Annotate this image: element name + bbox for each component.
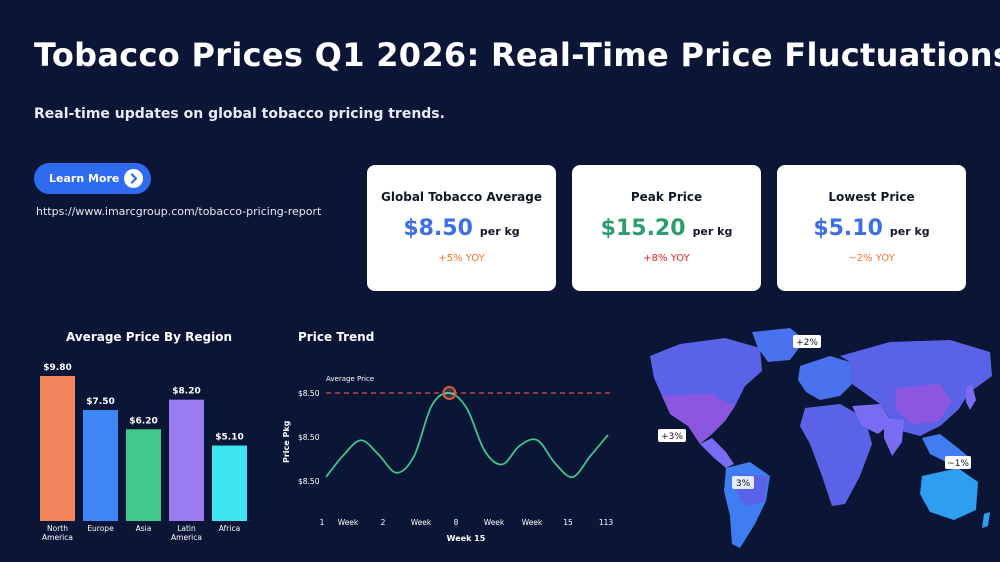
map-change-labels: +2% +3% 3% ~1% [658, 335, 971, 489]
bar-category-label: Latin [177, 524, 196, 533]
card-unit: per kg [479, 225, 520, 238]
map-label: +3% [658, 429, 686, 442]
y-tick-label: $8.50 [298, 389, 320, 398]
card-value: $15.20 [600, 216, 686, 241]
bar-value-label: $9.80 [43, 363, 71, 373]
bar [212, 445, 247, 521]
new-zealand-landmass [982, 512, 990, 528]
learn-more-button[interactable]: Learn More [34, 163, 151, 194]
bar-category-label: America [171, 533, 202, 542]
lowest-price-card: Lowest Price $5.10 per kg ~2% YOY [777, 165, 966, 291]
peak-price-card: Peak Price $15.20 per kg +8% YOY [572, 165, 761, 291]
svg-text:+2%: +2% [796, 338, 818, 348]
usa-landmass [662, 394, 735, 444]
svg-text:+3%: +3% [661, 432, 683, 442]
india-landmass [884, 418, 904, 456]
greenland-landmass [752, 328, 805, 362]
x-tick-label: Week [484, 518, 505, 527]
china-landmass [895, 384, 952, 424]
svg-text:~1%: ~1% [947, 459, 969, 469]
card-value: $8.50 [403, 216, 473, 241]
x-tick-label: 15 [563, 518, 573, 527]
bar [126, 429, 161, 521]
bar-value-label: $5.10 [215, 433, 243, 443]
card-unit: per kg [889, 225, 930, 238]
card-change: ~2% YOY [848, 253, 895, 264]
bar-value-label: $6.20 [129, 416, 157, 426]
x-axis-label: Week 15 [447, 534, 486, 543]
card-change: +8% YOY [643, 253, 690, 264]
region-bar-chart: $9.80NorthAmerica$7.50Europe$6.20Asia$8.… [40, 363, 247, 542]
global-average-card: Global Tobacco Average $8.50 per kg +5% … [367, 165, 556, 291]
map-landmasses [650, 328, 992, 548]
australia-landmass [920, 468, 978, 520]
central-america-landmass [700, 438, 734, 468]
x-tick-label: Week [522, 518, 543, 527]
y-tick-label: $8.50 [298, 433, 320, 442]
learn-more-label: Learn More [49, 172, 120, 185]
bar-value-label: $7.50 [86, 397, 114, 407]
y-tick-label: $8.50 [298, 477, 320, 486]
card-label: Lowest Price [828, 190, 915, 204]
report-url-link[interactable]: https://www.imarcgroup.com/tobacco-prici… [36, 205, 322, 218]
map-label: 3% [732, 476, 754, 489]
price-trend-line [325, 392, 609, 478]
x-tick-label: 1 [320, 518, 325, 527]
bar-category-label: Europe [87, 524, 114, 533]
bar [83, 410, 118, 521]
map-label: +2% [793, 335, 821, 348]
bar-chart-title: Average Price By Region [66, 330, 233, 344]
svg-text:3%: 3% [736, 479, 751, 489]
japan-landmass [966, 384, 976, 410]
bar-category-label: Africa [219, 524, 240, 533]
bar-category-label: North [47, 524, 68, 533]
x-tick-label: Week [338, 518, 359, 527]
x-tick-label: 8 [454, 518, 459, 527]
x-tick-label: 2 [381, 518, 386, 527]
world-map: +2% +3% 3% ~1% [650, 328, 992, 548]
chevron-right-icon [124, 169, 143, 188]
bar [169, 399, 204, 521]
map-label: ~1% [945, 456, 971, 469]
bar-category-label: America [42, 533, 73, 542]
page-subtitle: Real-time updates on global tobacco pric… [34, 106, 445, 122]
card-unit: per kg [692, 225, 733, 238]
card-label: Global Tobacco Average [381, 190, 542, 204]
bar-category-label: Asia [136, 524, 152, 533]
y-axis-label: Price Pkg [282, 420, 291, 463]
x-tick-label: 113 [599, 518, 614, 527]
africa-landmass [800, 404, 872, 506]
card-change: +5% YOY [438, 253, 485, 264]
trend-chart-title: Price Trend [298, 330, 375, 344]
card-label: Peak Price [630, 190, 703, 204]
reference-line-label: Average Price [326, 375, 374, 383]
europe-landmass [798, 356, 852, 400]
bar [40, 376, 75, 521]
peak-marker [442, 386, 457, 400]
middle-east-landmass [852, 404, 892, 434]
card-value: $5.10 [813, 216, 883, 241]
bar-value-label: $8.20 [172, 387, 200, 397]
x-tick-label: Week [411, 518, 432, 527]
page-title: Tobacco Prices Q1 2026: Real-Time Price … [34, 36, 1000, 74]
price-trend-chart: $8.50 $8.50 $8.50 Price Pkg Average Price 1 We… [282, 375, 614, 543]
